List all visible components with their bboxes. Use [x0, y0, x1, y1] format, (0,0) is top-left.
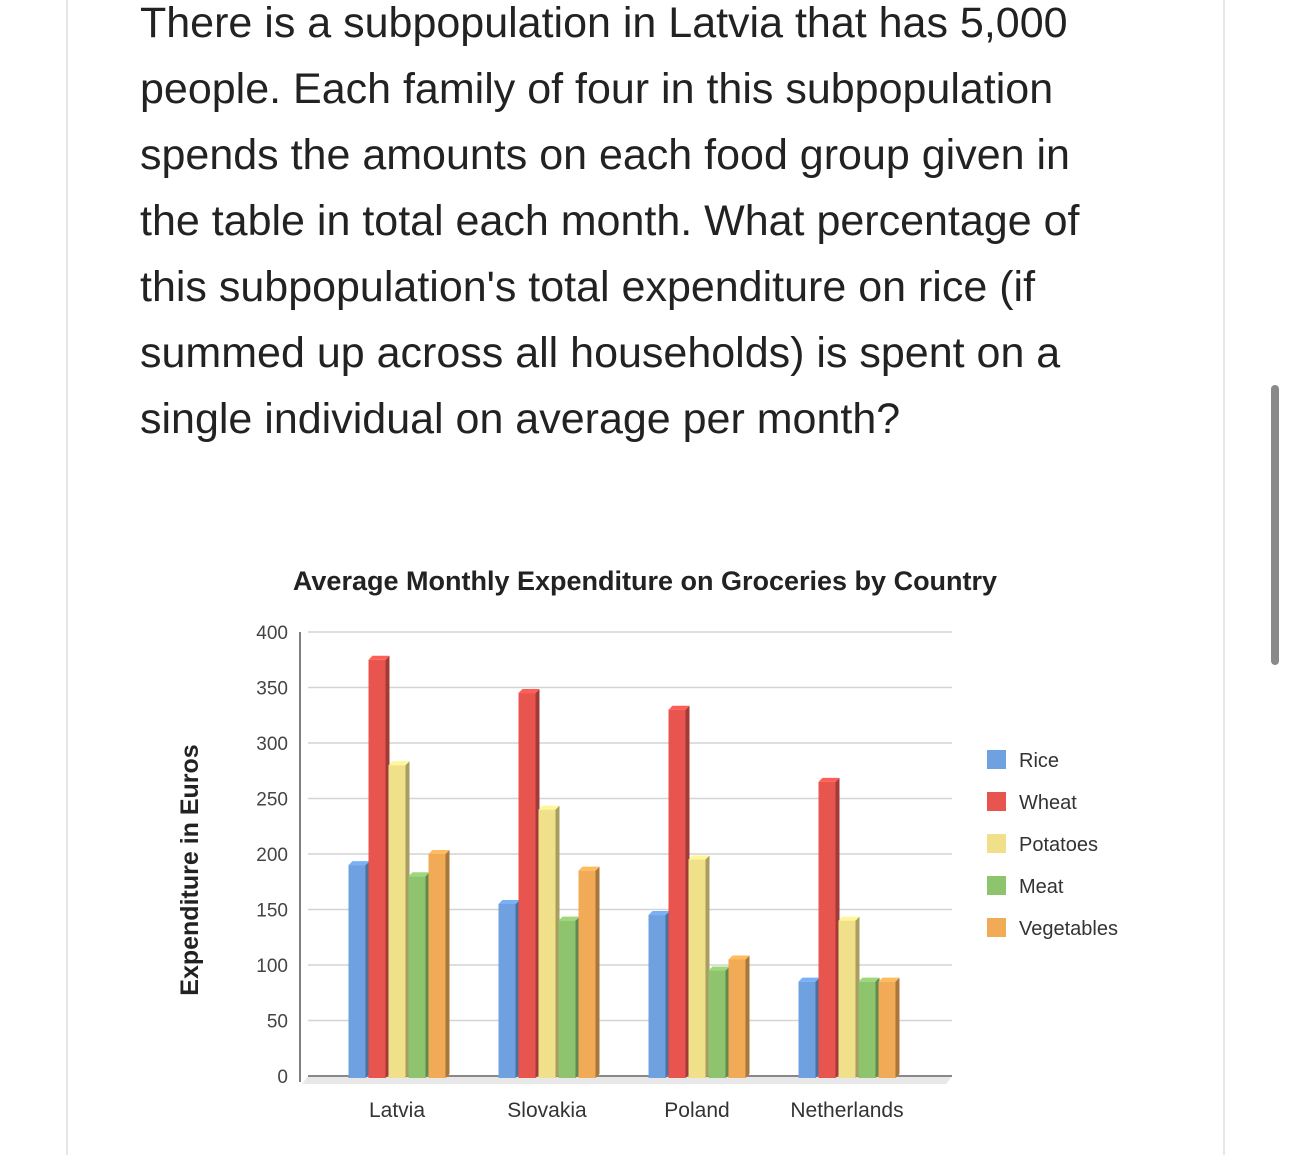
legend-label-wheat: Wheat	[1019, 792, 1077, 814]
bar-top	[818, 777, 840, 782]
bar-top	[348, 861, 370, 866]
bar-potatoes-latvia	[388, 765, 406, 1078]
y-tick-label: 150	[256, 901, 288, 922]
bar-top	[578, 866, 600, 871]
bar-wheat-slovakia	[518, 693, 536, 1078]
y-tick-label: 100	[256, 956, 288, 977]
bar-rice-latvia	[348, 865, 366, 1078]
legend-swatch-wheat	[987, 792, 1006, 811]
y-axis-label: Expenditure in Euros	[176, 744, 204, 995]
bar-rice-poland	[648, 915, 666, 1078]
bar-top	[838, 916, 860, 921]
x-tick-label: Slovakia	[507, 1099, 587, 1122]
bar-side	[445, 850, 450, 1078]
bar-top	[388, 761, 410, 766]
x-tick-label: Netherlands	[790, 1099, 903, 1122]
bar-meat-latvia	[408, 876, 426, 1078]
y-tick-label: 50	[267, 1012, 288, 1033]
y-tick-label: 200	[256, 845, 288, 866]
x-tick-label: Poland	[664, 1099, 729, 1122]
bar-rice-slovakia	[498, 903, 516, 1078]
bar-top	[518, 689, 540, 694]
bar-top	[858, 977, 880, 982]
legend-label-potatoes: Potatoes	[1019, 834, 1098, 856]
legend-swatch-vegetables	[987, 918, 1006, 937]
bar-meat-slovakia	[558, 920, 576, 1078]
bar-top	[498, 899, 520, 904]
bar-top	[668, 705, 690, 710]
bar-vegetables-slovakia	[578, 870, 596, 1078]
bar-vegetables-poland	[728, 959, 746, 1078]
bar-vegetables-netherlands	[878, 981, 896, 1078]
legend-label-meat: Meat	[1019, 876, 1064, 898]
bar-wheat-latvia	[368, 659, 386, 1078]
legend-swatch-meat	[987, 876, 1006, 895]
bar-top	[728, 955, 750, 960]
y-tick-label: 400	[256, 623, 288, 644]
x-tick-label: Latvia	[369, 1099, 425, 1122]
bar-side	[595, 866, 600, 1078]
content-border-right	[1223, 0, 1225, 1155]
y-tick-label: 250	[256, 790, 288, 811]
bar-rice-netherlands	[798, 981, 816, 1078]
bar-wheat-poland	[668, 709, 686, 1078]
bar-top	[798, 977, 820, 982]
bar-top	[428, 850, 450, 854]
bar-wheat-netherlands	[818, 781, 836, 1078]
legend-label-vegetables: Vegetables	[1019, 918, 1118, 940]
question-text: There is a subpopulation in Latvia that …	[140, 0, 1080, 443]
legend-swatch-potatoes	[987, 834, 1006, 853]
chart-floor	[302, 1076, 952, 1084]
legend-label-rice: Rice	[1019, 750, 1059, 772]
chart-title: Average Monthly Expenditure on Groceries…	[293, 566, 997, 596]
y-tick-label: 0	[277, 1067, 288, 1088]
bar-vegetables-latvia	[428, 854, 446, 1078]
bar-top	[648, 911, 670, 916]
bar-top	[688, 855, 710, 860]
bar-side	[895, 977, 900, 1078]
y-tick-label: 300	[256, 734, 288, 755]
bar-top	[558, 916, 580, 921]
bar-top	[538, 805, 560, 810]
y-tick-label: 350	[256, 679, 288, 700]
bar-top	[408, 872, 430, 877]
bar-top	[708, 966, 730, 971]
bar-meat-poland	[708, 970, 726, 1078]
bar-potatoes-slovakia	[538, 809, 556, 1078]
bar-top	[368, 655, 390, 660]
bar-meat-netherlands	[858, 981, 876, 1078]
bar-potatoes-poland	[688, 859, 706, 1078]
bar-potatoes-netherlands	[838, 920, 856, 1078]
legend-swatch-rice	[987, 750, 1006, 769]
scrollbar[interactable]	[1271, 385, 1279, 665]
bar-top	[878, 977, 900, 982]
bar-side	[745, 955, 750, 1078]
content-border-left	[66, 0, 68, 1155]
